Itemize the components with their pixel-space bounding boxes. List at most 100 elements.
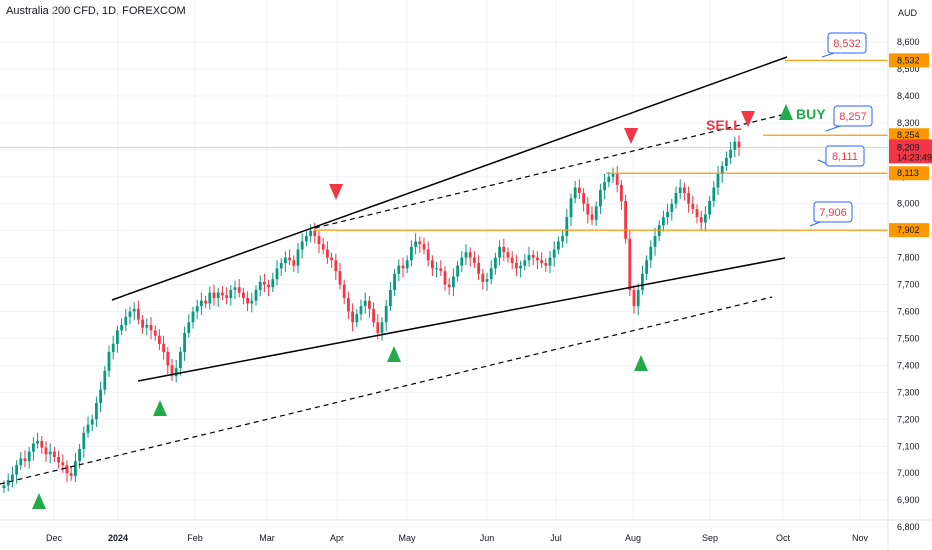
candle-body: [343, 285, 346, 298]
candle-body: [574, 188, 577, 199]
candle-body: [183, 333, 186, 352]
candle-body: [99, 390, 102, 403]
sell-arrow-icon: [741, 111, 755, 127]
candle-body: [116, 330, 119, 343]
candle-body: [74, 461, 77, 476]
candle-body: [238, 287, 241, 292]
candle-body: [389, 290, 392, 306]
candle-body: [187, 322, 190, 333]
y-tick-label: 8,600: [897, 37, 920, 47]
candle-body: [498, 247, 501, 258]
callout-pointer: [810, 222, 820, 226]
candle-body: [477, 263, 480, 274]
candle-body: [271, 279, 274, 287]
candle-body: [406, 260, 409, 268]
y-tick-label: 8,300: [897, 118, 920, 128]
countdown-label: 14:23:49: [897, 152, 932, 162]
x-tick-label: Dec: [46, 533, 63, 543]
candle-body: [523, 260, 526, 265]
candle-body: [234, 287, 237, 290]
candle-body: [704, 214, 707, 222]
candle-body: [393, 274, 396, 290]
candle-body: [11, 475, 14, 480]
candle-body: [460, 258, 463, 266]
price-axis[interactable]: AUD8,6008,5008,4008,3008,2008,1008,0007,…: [888, 0, 932, 550]
candles: [3, 135, 741, 493]
candle-body: [57, 457, 60, 462]
candle-body: [217, 293, 220, 298]
candle-body: [225, 295, 228, 298]
x-tick-label: Oct: [776, 533, 791, 543]
candle-body: [301, 241, 304, 249]
candle-body: [204, 301, 207, 304]
x-tick-label: Apr: [330, 533, 344, 543]
candle-body: [397, 266, 400, 274]
candle-body: [49, 452, 52, 455]
candle-body: [536, 258, 539, 261]
candle-body: [717, 174, 720, 187]
time-axis[interactable]: Dec 2024 Feb Mar Apr May Jun Jul Aug Sep Oct Nov: [0, 520, 932, 543]
candle-body: [66, 465, 69, 473]
candle-body: [725, 158, 728, 166]
candle-body: [565, 217, 568, 236]
candle-body: [78, 449, 81, 461]
candle-body: [435, 268, 438, 269]
candle-body: [687, 193, 690, 204]
candle-body: [654, 236, 657, 247]
candle-body: [305, 236, 308, 241]
candle-body: [91, 419, 94, 424]
candle-body: [150, 325, 153, 330]
candle-body: [108, 352, 111, 371]
candle-body: [292, 260, 295, 265]
candle-body: [603, 182, 606, 190]
candle-body: [376, 322, 379, 333]
candle-body: [351, 312, 354, 323]
y-tick-label: 7,800: [897, 253, 920, 263]
y-tick-label: 7,400: [897, 360, 920, 370]
candle-body: [553, 250, 556, 258]
candle-body: [192, 312, 195, 323]
candle-body: [544, 263, 547, 266]
candle-body: [620, 185, 623, 201]
buy-arrow-icon: [387, 346, 401, 362]
candle-body: [385, 306, 388, 322]
candle-body: [229, 290, 232, 298]
price-level-tag-label: 8,113: [897, 168, 919, 178]
candle-body: [540, 260, 543, 263]
candle-body: [145, 325, 148, 328]
candle-body: [696, 209, 699, 217]
candle-body: [297, 250, 300, 266]
candle-body: [318, 236, 321, 244]
candle-body: [360, 306, 363, 314]
x-tick-label: Jul: [550, 533, 562, 543]
candle-body: [641, 274, 644, 290]
current-price-label: 8,209: [897, 142, 920, 152]
y-tick-label: 6,800: [897, 522, 920, 532]
candle-body: [633, 290, 636, 306]
candle-body: [670, 204, 673, 212]
candle-body: [649, 247, 652, 260]
candle-body: [599, 190, 602, 206]
sell-arrow-icon: [329, 184, 343, 200]
candle-body: [162, 344, 165, 352]
sell-label: SELL: [706, 117, 742, 133]
candle-body: [330, 258, 333, 261]
candle-body: [679, 188, 682, 193]
y-tick-label: 7,300: [897, 387, 920, 397]
price-callouts: 8,532 8,257 8,111 7,906: [810, 33, 872, 226]
candle-body: [259, 282, 262, 290]
lower-channel-line: [138, 258, 785, 381]
x-tick-label: Feb: [187, 533, 203, 543]
candle-body: [175, 368, 178, 376]
y-tick-label: 6,900: [897, 495, 920, 505]
candle-body: [347, 298, 350, 311]
candle-body: [309, 231, 312, 236]
upper-channel-line: [112, 57, 787, 300]
x-tick-label: Sep: [702, 533, 718, 543]
x-tick-label: 2024: [108, 533, 128, 543]
y-tick-label: 7,500: [897, 333, 920, 343]
candle-body: [444, 271, 447, 284]
candle-body: [465, 252, 468, 257]
candle-body: [456, 266, 459, 277]
